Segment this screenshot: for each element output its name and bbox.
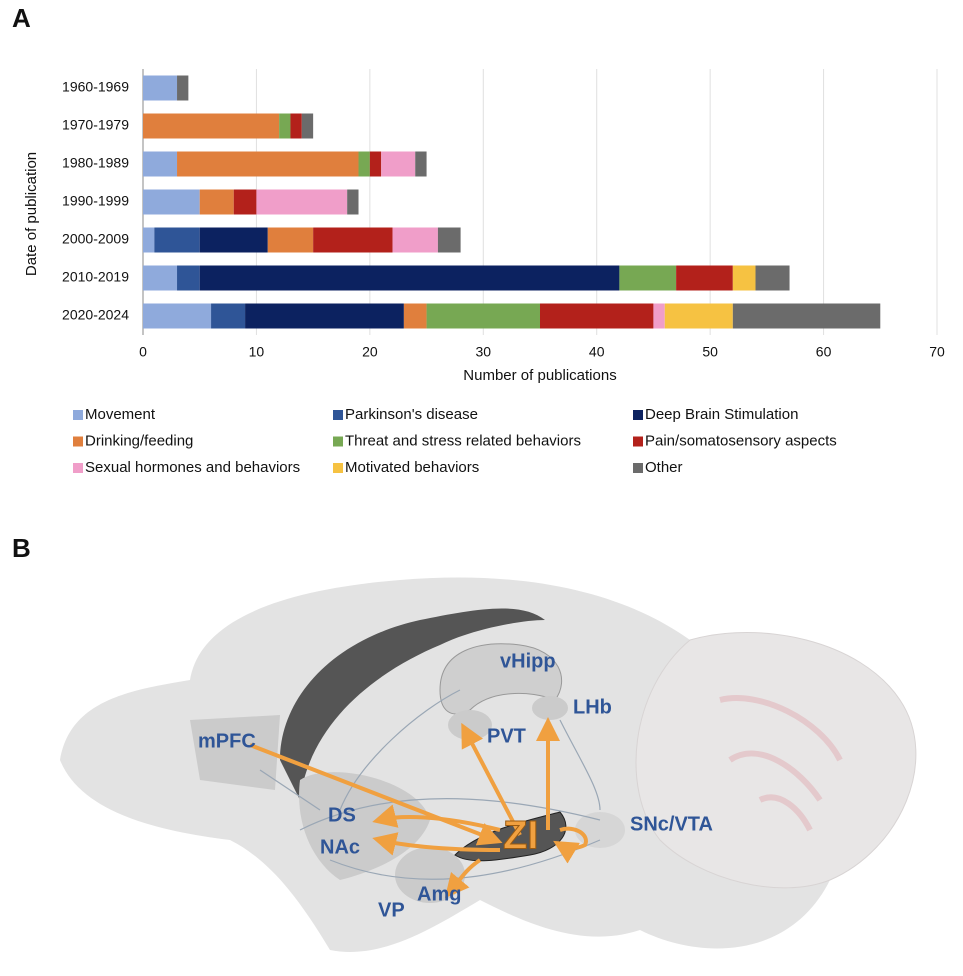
y-tick-label: 1970-1979 (62, 117, 129, 133)
x-tick-label: 0 (139, 344, 147, 360)
x-tick-label: 30 (475, 344, 491, 360)
bar-segment (347, 189, 359, 215)
node-label: DS (328, 804, 356, 826)
legend-label: Parkinson's disease (345, 406, 478, 423)
x-tick-label: 70 (929, 344, 945, 360)
node-label: ZI (503, 814, 539, 858)
bar-segment (143, 113, 280, 139)
bar-segment (177, 151, 359, 177)
bar-segment (199, 265, 620, 291)
y-axis-title: Date of publication (23, 152, 40, 276)
bar-segment (732, 303, 881, 329)
bar-segment (256, 189, 348, 215)
bar-segment (540, 303, 654, 329)
node-label: Amg (417, 883, 461, 905)
panel-label: A (12, 3, 31, 33)
legend-label: Deep Brain Stimulation (645, 406, 798, 423)
legend-swatch (73, 410, 83, 420)
bar-segment (301, 113, 314, 139)
brain-diagram: vHipp LHb PVT mPFC DS NAc ZI SNc/VTA VP … (60, 577, 917, 952)
bar-segment (177, 75, 189, 101)
legend-swatch (333, 463, 343, 473)
legend-label: Threat and stress related behaviors (345, 432, 581, 449)
bar-segment (403, 303, 427, 329)
bar-segment (143, 265, 178, 291)
bar-segment (154, 227, 200, 253)
x-tick-label: 40 (589, 344, 605, 360)
legend-swatch (73, 463, 83, 473)
bar-segment (143, 227, 155, 253)
node-label: vHipp (500, 650, 556, 672)
bar-segment (245, 303, 404, 329)
node-label: LHb (573, 696, 612, 718)
bar-segment (415, 151, 427, 177)
node-label: PVT (487, 725, 526, 747)
y-tick-label: 1990-1999 (62, 193, 129, 209)
node-label: VP (378, 899, 405, 921)
legend-label: Pain/somatosensory aspects (645, 432, 837, 449)
bar-segment (143, 303, 212, 329)
bar-segment (619, 265, 677, 291)
bar-segment (392, 227, 438, 253)
bar-segment (732, 265, 756, 291)
bar-segment (143, 151, 178, 177)
bar-segment (143, 75, 178, 101)
x-tick-label: 50 (702, 344, 718, 360)
bar-segment (313, 227, 393, 253)
bar-segment (676, 265, 733, 291)
legend-label: Drinking/feeding (85, 432, 193, 449)
y-tick-label: 2020-2024 (62, 307, 129, 323)
legend-swatch (633, 463, 643, 473)
legend-label: Sexual hormones and behaviors (85, 459, 300, 476)
bar-segment (267, 227, 314, 253)
bar-segment (426, 303, 540, 329)
bar-segment (199, 227, 268, 253)
bar-segment (755, 265, 790, 291)
node-label: NAc (320, 836, 360, 858)
bar-segment (279, 113, 291, 139)
node-label: SNc/VTA (630, 813, 713, 835)
legend-swatch (333, 436, 343, 447)
legend-label: Other (645, 459, 683, 476)
x-tick-label: 60 (816, 344, 832, 360)
bar-segment (143, 189, 200, 215)
y-tick-label: 2000-2009 (62, 231, 129, 247)
bar-segment (358, 151, 370, 177)
bar-segment (653, 303, 665, 329)
bar-segment (381, 151, 416, 177)
bar-segment (369, 151, 382, 177)
x-tick-label: 20 (362, 344, 378, 360)
bar-segment (233, 189, 257, 215)
y-tick-label: 2010-2019 (62, 269, 129, 285)
y-tick-label: 1980-1989 (62, 155, 129, 171)
panel-label: B (12, 533, 31, 563)
y-tick-label: 1960-1969 (62, 79, 129, 95)
legend-swatch (73, 436, 83, 447)
legend-swatch (633, 410, 643, 420)
bar-segment (177, 265, 200, 291)
legend-swatch (633, 436, 643, 447)
bar-segment (664, 303, 733, 329)
x-axis-title: Number of publications (463, 367, 616, 384)
node-label: mPFC (198, 730, 256, 752)
bar-segment (199, 189, 234, 215)
bar-segment (437, 227, 461, 253)
x-tick-label: 10 (249, 344, 265, 360)
bar-segment (290, 113, 302, 139)
legend-label: Movement (85, 406, 156, 423)
bar-segment (211, 303, 246, 329)
legend-label: Motivated behaviors (345, 459, 479, 476)
legend-swatch (333, 410, 343, 420)
